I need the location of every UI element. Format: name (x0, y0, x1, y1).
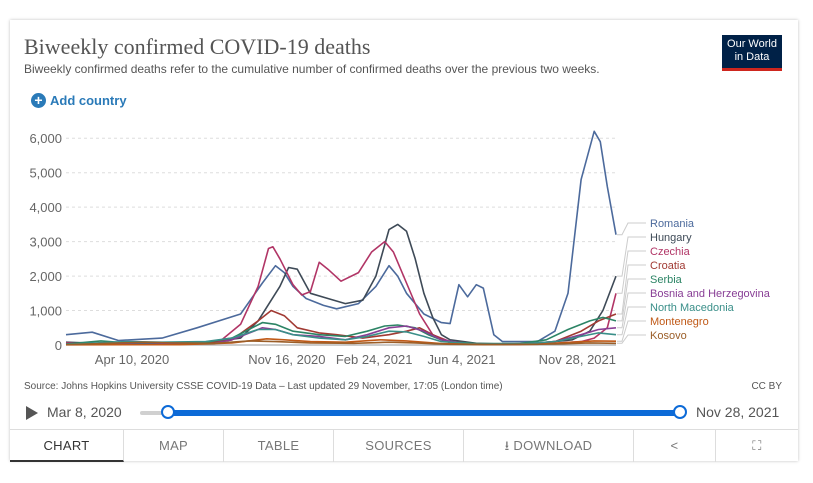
tab-sources[interactable]: SOURCES (334, 430, 464, 462)
add-country-button[interactable]: + Add country (31, 93, 127, 108)
series-line (65, 328, 617, 346)
y-tick-label: 2,000 (29, 269, 62, 284)
legend-connector (617, 264, 646, 315)
source-note: Source: Johns Hopkins University CSSE CO… (24, 381, 503, 392)
legend-connector (617, 250, 646, 294)
tab-bar: CHART MAP TABLE SOURCES ⭳ DOWNLOAD < ⛶ (10, 429, 798, 462)
series-line (65, 240, 617, 346)
legend-label: Romania (650, 218, 695, 230)
chart-subtitle: Biweekly confirmed deaths refer to the c… (24, 62, 600, 76)
chart-card: Biweekly confirmed COVID-19 deaths Biwee… (10, 20, 798, 462)
legend-connector (617, 278, 646, 322)
owid-logo[interactable]: Our World in Data (722, 35, 782, 71)
legend-label: Hungary (650, 232, 692, 244)
series-line (65, 130, 617, 343)
chart-title: Biweekly confirmed COVID-19 deaths (24, 34, 371, 59)
legend-connector (617, 292, 646, 329)
plus-icon: + (31, 93, 46, 108)
timeline-start-handle[interactable] (161, 405, 175, 419)
legend-label: North Macedonia (650, 302, 735, 314)
tab-table[interactable]: TABLE (224, 430, 334, 462)
legend-connector (617, 320, 646, 342)
timeline-end-label: Nov 28, 2021 (696, 404, 780, 420)
timeline-start-label: Mar 8, 2020 (47, 404, 122, 420)
tab-map[interactable]: MAP (124, 430, 224, 462)
x-tick-label: Feb 24, 2021 (336, 352, 413, 367)
y-tick-label: 3,000 (29, 235, 62, 250)
legend-label: Montenegro (650, 316, 709, 328)
legend-connector (617, 222, 646, 236)
tab-chart[interactable]: CHART (10, 430, 124, 462)
play-icon[interactable] (26, 406, 38, 420)
download-icon: ⭳ (504, 438, 514, 453)
tab-download[interactable]: ⭳ DOWNLOAD (464, 430, 634, 462)
fullscreen-button[interactable]: ⛶ (716, 430, 798, 462)
logo-line-1: Our World (727, 38, 777, 50)
legend-label: Kosovo (650, 330, 687, 342)
download-label: DOWNLOAD (513, 438, 593, 453)
fullscreen-icon: ⛶ (752, 438, 762, 453)
share-icon: < (670, 438, 679, 453)
x-tick-label: Jun 4, 2021 (427, 352, 495, 367)
y-tick-label: 6,000 (29, 131, 62, 146)
y-tick-label: 0 (55, 338, 62, 353)
x-tick-label: Nov 28, 2021 (539, 352, 616, 367)
add-country-label: Add country (50, 93, 127, 108)
timeline-end-handle[interactable] (673, 405, 687, 419)
legend-label: Czechia (650, 246, 691, 258)
legend-connector (617, 306, 646, 336)
legend-connector (617, 236, 646, 277)
x-tick-label: Nov 16, 2020 (248, 352, 325, 367)
license-link[interactable]: CC BY (751, 381, 782, 392)
y-tick-label: 1,000 (29, 304, 62, 319)
series-line (65, 340, 617, 346)
x-tick-label: Apr 10, 2020 (95, 352, 169, 367)
y-tick-label: 5,000 (29, 166, 62, 181)
legend-label: Serbia (650, 274, 683, 286)
y-tick-label: 4,000 (29, 200, 62, 215)
logo-line-2: in Data (734, 51, 770, 63)
legend-connector (617, 334, 646, 344)
line-chart: 0 1,000 2,000 3,000 4,000 5,000 6,000 Apr 10, 2… (29, 130, 771, 367)
series-line (65, 223, 617, 345)
legend-label: Bosnia and Herzegovina (650, 288, 771, 300)
timeline-selected-range (168, 410, 680, 416)
legend-label: Croatia (650, 260, 686, 272)
share-button[interactable]: < (634, 430, 716, 462)
